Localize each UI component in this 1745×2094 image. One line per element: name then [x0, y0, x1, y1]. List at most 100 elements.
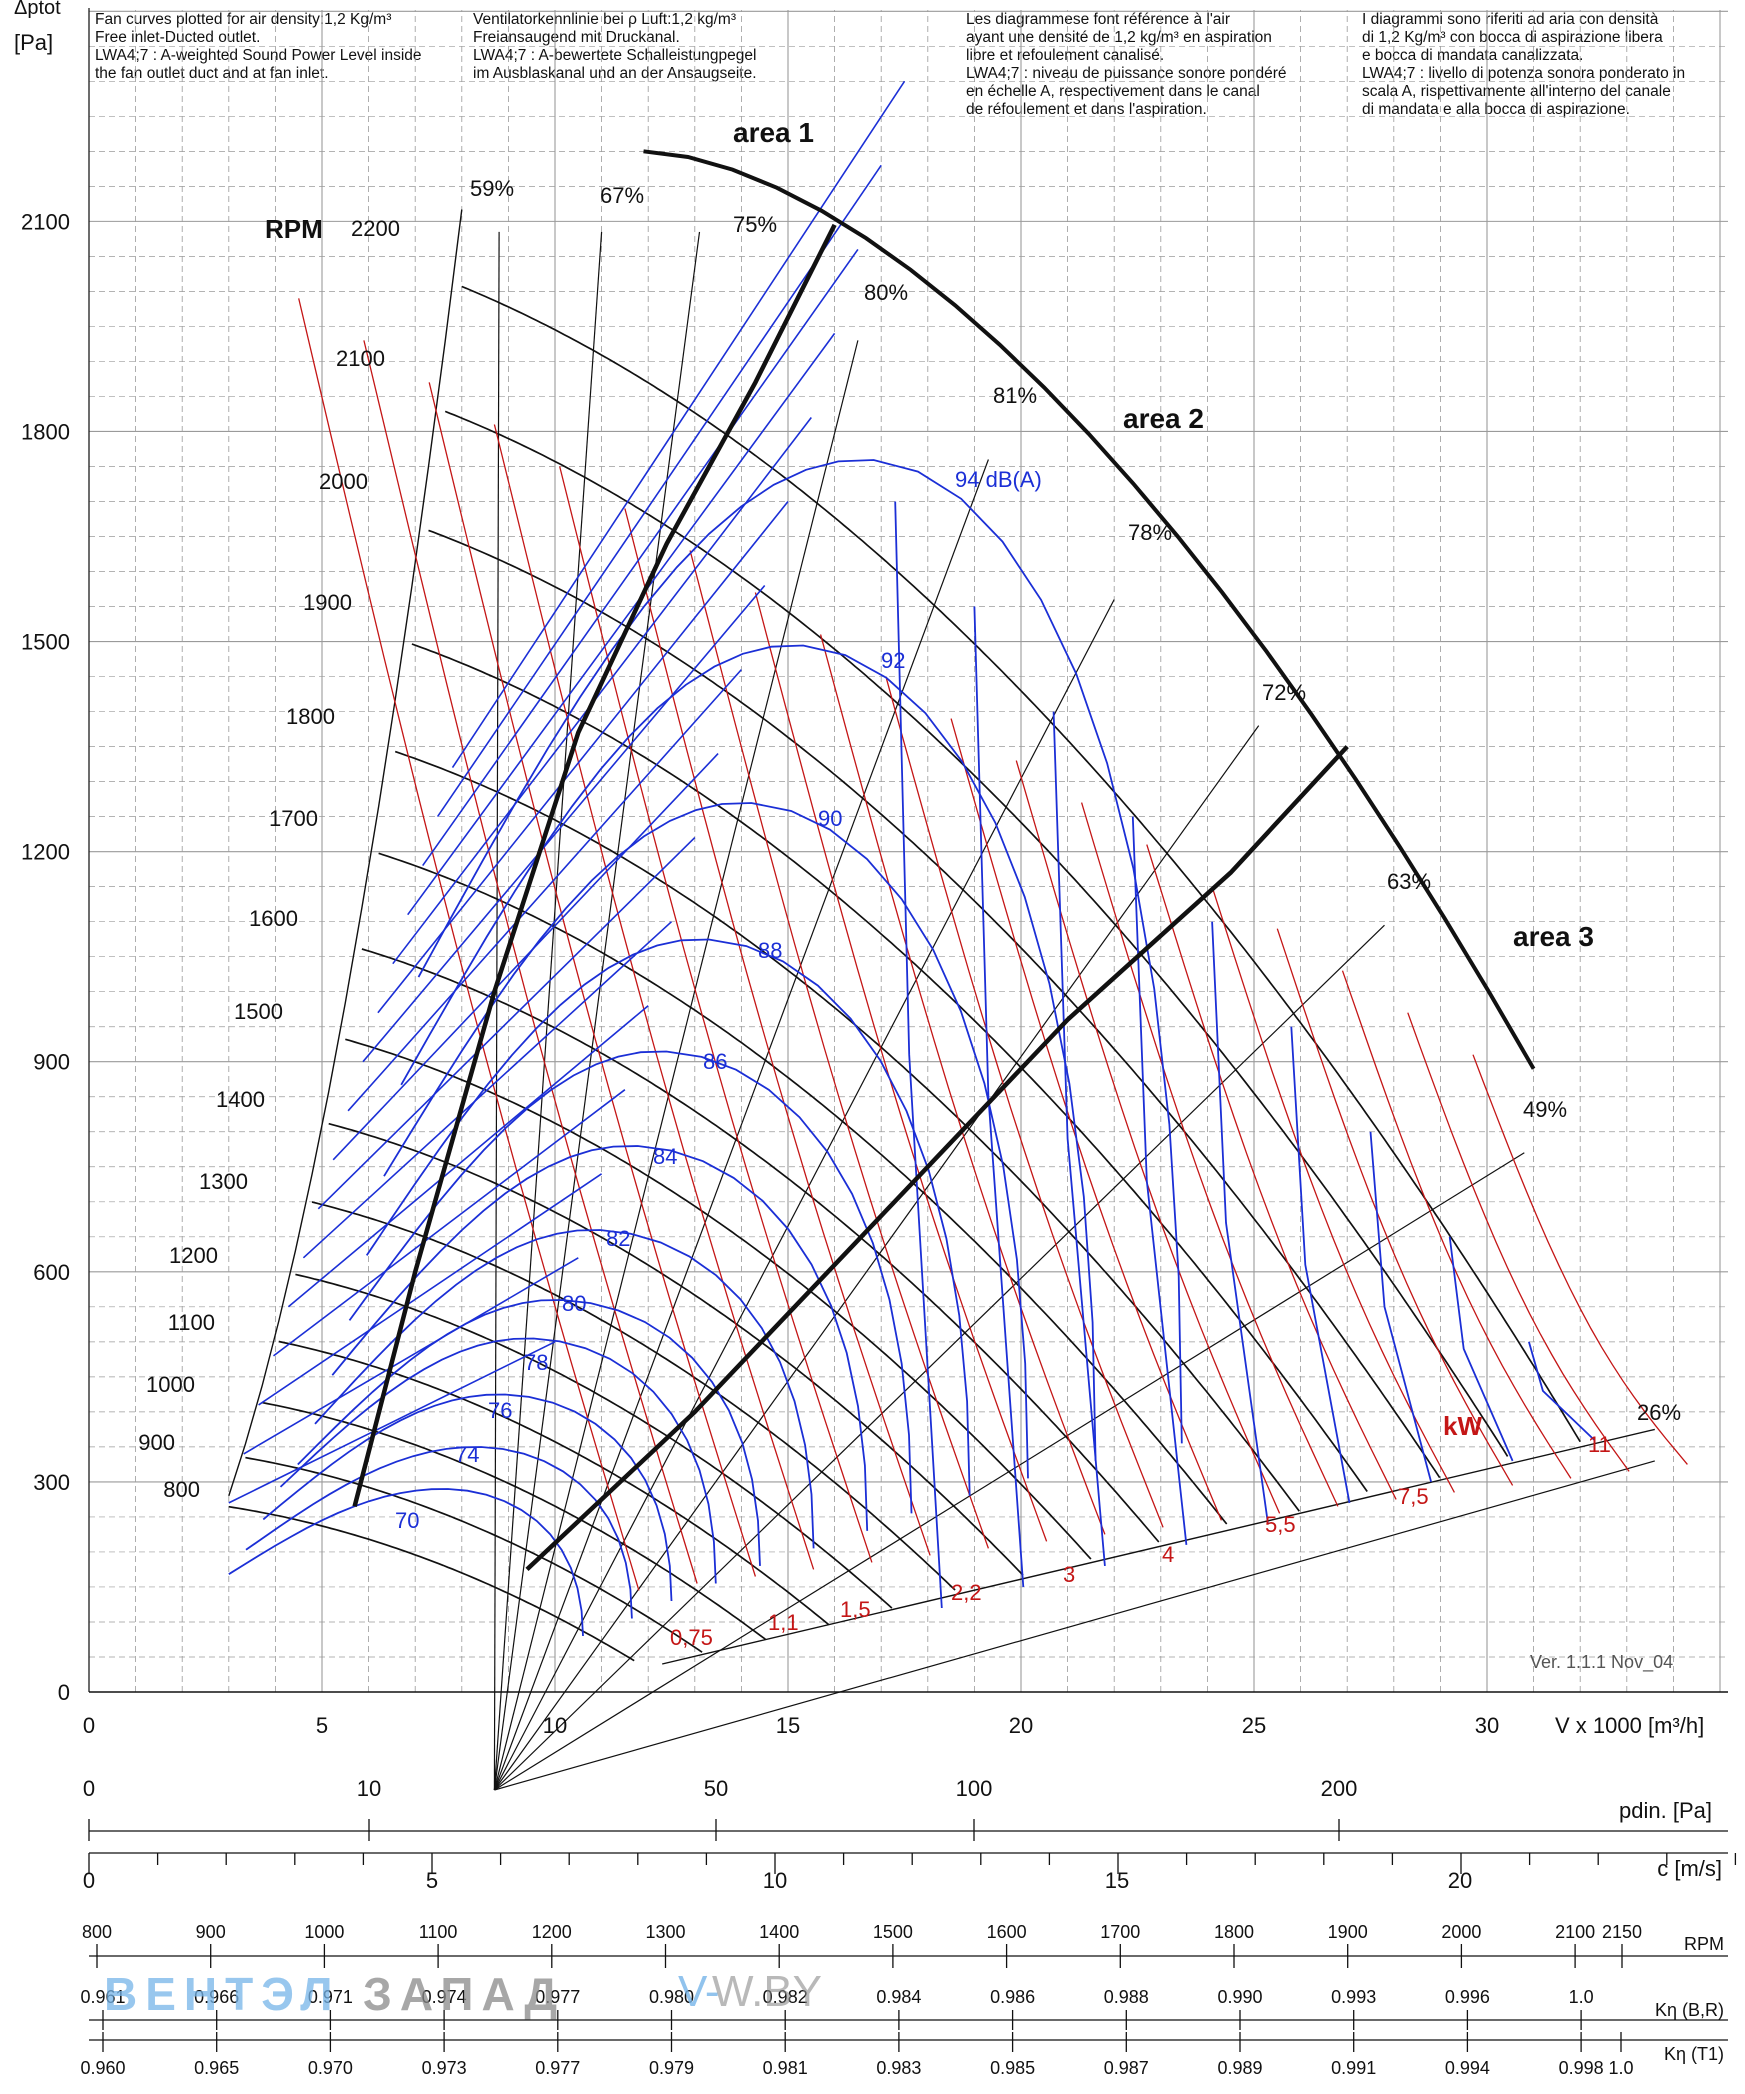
area-label: area 2: [1123, 403, 1204, 434]
pdin-tick-label: 10: [357, 1776, 381, 1801]
sound-curve: [273, 1089, 626, 1357]
note-german: Ventilatorkennlinie bei ρ Luft:1,2 kg/m³…: [473, 11, 757, 82]
power-label: 5,5: [1265, 1512, 1296, 1537]
power-curve: [1276, 928, 1514, 1486]
x-tick-label: 10: [543, 1713, 567, 1738]
kbr-label: 0.990: [1217, 1987, 1262, 2007]
rpm-label: 2200: [351, 216, 400, 241]
kbr-label: 0.980: [649, 1987, 694, 2007]
power-curve: [559, 466, 873, 1563]
power-label: 11: [1588, 1432, 1611, 1457]
y-tick-label: 900: [33, 1050, 70, 1075]
y-tick-label: 300: [33, 1470, 70, 1495]
power-label: 1,1: [768, 1610, 799, 1635]
power-label: 3: [1063, 1562, 1075, 1587]
rpm-label: 900: [138, 1430, 175, 1455]
y-axis-title-2: [Pa]: [14, 30, 53, 55]
chart-grid: [88, 8, 1728, 1693]
power-curve: [428, 382, 757, 1577]
power-curve: [689, 550, 990, 1549]
x-tick-label: 25: [1242, 1713, 1266, 1738]
power-curve: [819, 634, 1106, 1535]
rpm-label: 1300: [199, 1169, 248, 1194]
sound-label: 76: [488, 1398, 512, 1423]
efficiency-label: 67%: [600, 183, 644, 208]
rpm-scale-label: 1600: [987, 1922, 1027, 1942]
kt1-label: 0.989: [1217, 2058, 1262, 2078]
sound-curve: [297, 1299, 761, 1566]
rpm-scale-label: 2000: [1441, 1922, 1481, 1942]
rpm-label: 1600: [249, 906, 298, 931]
rpm-curve: [245, 1456, 703, 1653]
efficiency-label: 78%: [1128, 520, 1172, 545]
sound-curve: [331, 1145, 869, 1531]
kt1-label: 0.985: [990, 2058, 1035, 2078]
power-curve: [1472, 1054, 1688, 1465]
sound-curve: [228, 1488, 584, 1637]
chart-labels: 0 300 600 900 1200 1500 1800 2100 0 5 10 15 20 25 30 V …: [14, 0, 1704, 1738]
power-curve: [950, 718, 1222, 1521]
efficiency-line: [493, 231, 701, 1791]
efficiency-label: 63%: [1387, 869, 1431, 894]
sound-curve: [287, 1005, 649, 1308]
sound-curve: [365, 938, 971, 1496]
sound-label: 70: [395, 1508, 419, 1533]
kbr-label: 0.961: [80, 1987, 125, 2007]
kbr-label: 0.974: [422, 1987, 467, 2007]
y-tick-label: 1800: [21, 419, 70, 444]
rpm-label: 1400: [216, 1087, 265, 1112]
area-arc: [643, 149, 1536, 1070]
rpm-label: 1800: [286, 704, 335, 729]
sound-curve: [314, 1229, 815, 1549]
power-curve: [754, 592, 1048, 1542]
lower-scales: 0 10 50 100 200 pdin. [Pa] 0 5 10 15 20 c [m/s] 800 9…: [80, 1776, 1737, 2078]
kt1-label: 0.973: [422, 2058, 467, 2078]
sound-curve: [258, 1173, 603, 1406]
kbr-title: Kη (B,R): [1655, 2000, 1724, 2020]
kt1-label: 0.994: [1445, 2058, 1490, 2078]
rpm-curve: [228, 1505, 635, 1662]
x-tick-label: 5: [316, 1713, 328, 1738]
rpm-label: 2000: [319, 469, 368, 494]
rpm-scale-label: 1500: [873, 1922, 913, 1942]
area-boundary-1: [352, 223, 837, 1507]
efficiency-label: 26%: [1637, 1400, 1681, 1425]
power-curve: [298, 298, 640, 1591]
chart-curves: [228, 80, 1688, 1791]
sound-label: 94 dB(A): [955, 467, 1042, 492]
y-tick-label: 2100: [21, 209, 70, 234]
rpm-scale-label: 1400: [759, 1922, 799, 1942]
efficiency-line: [493, 459, 989, 1791]
kbr-label: 1.0: [1569, 1987, 1594, 2007]
pdin-tick-label: 100: [956, 1776, 993, 1801]
efficiency-line: [493, 924, 1385, 1791]
watermark-right-1: V-: [678, 1967, 720, 2016]
efficiency-line: [493, 599, 1115, 1791]
y-tick-label: 1200: [21, 840, 70, 865]
sound-curve: [392, 417, 812, 965]
rpm-scale-title: RPM: [1684, 1934, 1724, 1954]
efficiency-label: 80%: [864, 280, 908, 305]
sound-curve: [894, 501, 943, 1609]
efficiency-line: [494, 1152, 1525, 1791]
note-french: Les diagrammese font référence à l'air a…: [966, 11, 1287, 118]
rpm-curve: [261, 1401, 766, 1640]
sound-curve: [347, 669, 742, 1112]
sound-curve: [436, 164, 882, 818]
kbr-label: 0.977: [535, 1987, 580, 2007]
kt1-label: 0.960: [80, 2058, 125, 2078]
rpm-scale-label: 1300: [645, 1922, 685, 1942]
kt1-label: 0.965: [194, 2058, 239, 2078]
rpm-scale-label: 800: [82, 1922, 112, 1942]
sound-label: 84: [653, 1144, 677, 1169]
rpm-label: 2100: [336, 346, 385, 371]
kt1-label: 0.977: [535, 2058, 580, 2078]
kt1-label: 0.983: [876, 2058, 921, 2078]
sound-curve: [1528, 1341, 1595, 1441]
power-unit: kW: [1443, 1411, 1482, 1441]
rpm-curve: [311, 1201, 956, 1591]
y-axis-title-1: Δptot: [14, 0, 61, 19]
rpm-scale-label: 1900: [1328, 1922, 1368, 1942]
sound-curve: [279, 1337, 717, 1584]
pdin-tick-label: 50: [704, 1776, 728, 1801]
